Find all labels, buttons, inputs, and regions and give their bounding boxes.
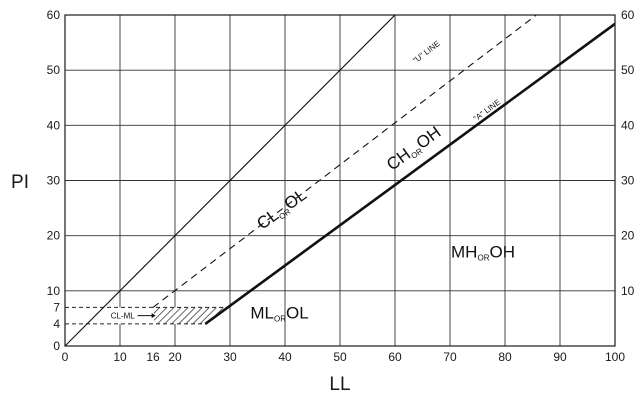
y-tick-right-20: 20 (621, 229, 635, 243)
y-tick-left-30: 30 (47, 174, 61, 188)
zone-label-mh-oh: MHOROH (451, 243, 515, 263)
y-tick-left-40: 40 (47, 118, 61, 132)
zone-conjunction: OR (274, 314, 286, 323)
zone-symbol-a: MH (451, 243, 477, 262)
x-tick-10: 10 (113, 350, 127, 364)
y-tick-left-60: 60 (47, 8, 61, 22)
u-line (152, 15, 537, 308)
zone-symbol-a: CL (253, 205, 282, 233)
x-tick-50: 50 (333, 350, 347, 364)
y-tick-left-4: 4 (53, 317, 60, 331)
zone-symbol-a: CH (383, 145, 414, 175)
y-tick-right-10: 10 (621, 284, 635, 298)
y-tick-left-20: 20 (47, 229, 61, 243)
zone-symbol-b: OL (286, 303, 309, 322)
y-tick-right-40: 40 (621, 118, 635, 132)
cl-ml-arrow-head (151, 313, 156, 319)
y-tick-left-50: 50 (47, 63, 61, 77)
zone-conjunction: OR (477, 254, 489, 263)
x-tick-100: 100 (605, 350, 625, 364)
boundary-line (65, 15, 396, 346)
a-line (204, 22, 615, 325)
plot-frame (64, 14, 616, 347)
y-tick-left-0: 0 (53, 339, 60, 353)
y-tick-left-7: 7 (53, 300, 60, 314)
x-tick-80: 80 (498, 350, 512, 364)
reference-lines (65, 306, 230, 325)
y-tick-right-30: 30 (621, 174, 635, 188)
cl-ml-label: CL-ML (111, 312, 136, 321)
x-tick-40: 40 (278, 350, 292, 364)
y-tick-right-60: 60 (621, 8, 635, 22)
grid (65, 15, 615, 346)
y-tick-left-10: 10 (47, 284, 61, 298)
y-axis-title: PI (11, 172, 29, 193)
x-tick-60: 60 (388, 350, 402, 364)
x-tick-20: 20 (168, 350, 182, 364)
y-tick-right-50: 50 (621, 63, 635, 77)
zone-label-ml-ol: MLOROL (250, 303, 308, 323)
zone-symbol-b: OH (489, 243, 515, 262)
tick-labels: 0 10 16 20 30 40 50 60 70 80 90 100 0 4 7 10 20 30 40 50 60 1… (47, 8, 635, 364)
x-tick-90: 90 (553, 350, 567, 364)
u-line-label: "U" LINE (411, 39, 441, 65)
zone-label-ch-oh: CHOROH (383, 123, 445, 176)
zone-symbol-a: ML (250, 303, 274, 322)
x-tick-0: 0 (62, 350, 69, 364)
series-lines (65, 15, 615, 346)
x-axis-title: LL (329, 374, 350, 395)
x-tick-30: 30 (223, 350, 237, 364)
x-tick-16: 16 (146, 350, 160, 364)
x-tick-70: 70 (443, 350, 457, 364)
